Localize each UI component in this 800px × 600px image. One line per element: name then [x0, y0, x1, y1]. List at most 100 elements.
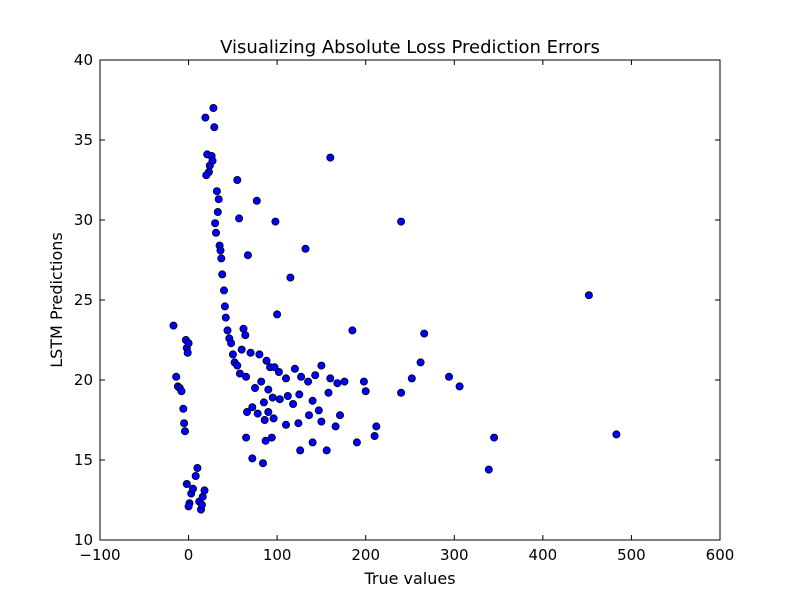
chart-title: Visualizing Absolute Loss Prediction Err… — [220, 37, 600, 58]
data-point-47 — [227, 339, 236, 348]
data-point-45 — [223, 326, 232, 335]
data-point-39 — [216, 246, 225, 255]
y-tick-label: 20 — [74, 371, 93, 389]
y-tick-label: 10 — [74, 531, 93, 549]
data-point-0 — [169, 321, 178, 330]
data-point-51 — [235, 369, 244, 378]
data-point-110 — [258, 459, 267, 468]
data-point-93 — [242, 407, 251, 416]
data-point-31 — [209, 104, 218, 113]
data-point-102 — [314, 406, 323, 415]
data-point-72 — [297, 372, 306, 381]
data-point-108 — [242, 433, 251, 442]
data-point-55 — [233, 175, 242, 184]
data-point-23 — [200, 486, 209, 495]
data-point-10 — [183, 348, 192, 357]
x-axis-ticks: −100 0 100 200 300 400 500 600 — [79, 60, 734, 564]
y-tick-label: 35 — [74, 131, 93, 149]
data-point-73 — [304, 377, 313, 386]
data-point-112 — [267, 433, 276, 442]
data-point-40 — [217, 254, 226, 263]
data-point-44 — [221, 313, 230, 322]
data-point-30 — [208, 156, 217, 165]
data-point-70 — [281, 374, 290, 383]
data-point-64 — [246, 348, 255, 357]
data-point-89 — [308, 396, 317, 405]
data-point-16 — [188, 484, 197, 493]
data-point-18 — [193, 463, 202, 472]
y-tick-label: 15 — [74, 451, 93, 469]
data-point-96 — [260, 415, 269, 424]
data-point-99 — [281, 420, 290, 429]
x-tick-label: 200 — [351, 546, 380, 564]
data-point-126 — [484, 465, 493, 474]
data-point-94 — [248, 403, 257, 412]
data-point-88 — [295, 390, 304, 399]
y-axis-ticks: 10 15 20 25 30 35 40 — [74, 51, 720, 549]
data-point-124 — [455, 382, 464, 391]
data-point-58 — [252, 196, 261, 205]
y-tick-label: 25 — [74, 291, 93, 309]
data-point-97 — [264, 407, 273, 416]
data-point-120 — [416, 358, 425, 367]
data-point-115 — [322, 446, 331, 455]
data-point-34 — [213, 207, 222, 216]
x-tick-label: 100 — [263, 546, 292, 564]
data-point-98 — [269, 414, 278, 423]
data-point-59 — [271, 217, 280, 226]
y-tick-label: 30 — [74, 211, 93, 229]
data-point-90 — [324, 388, 333, 397]
data-point-17 — [191, 471, 200, 480]
data-point-91 — [333, 379, 342, 388]
data-point-75 — [317, 361, 326, 370]
data-point-61 — [286, 273, 295, 282]
data-point-5 — [179, 404, 188, 413]
data-point-62 — [326, 153, 335, 162]
data-point-33 — [212, 187, 221, 196]
data-point-41 — [218, 270, 227, 279]
data-point-106 — [372, 422, 381, 431]
data-point-56 — [235, 214, 244, 223]
data-point-81 — [257, 377, 266, 386]
data-point-82 — [259, 398, 268, 407]
data-point-74 — [311, 371, 320, 380]
data-point-104 — [331, 422, 340, 431]
data-point-4 — [177, 387, 186, 396]
data-point-127 — [584, 291, 593, 300]
data-point-76 — [326, 374, 335, 383]
data-point-123 — [444, 372, 453, 381]
data-point-121 — [407, 374, 416, 383]
data-point-52 — [237, 345, 246, 354]
data-point-83 — [264, 385, 273, 394]
y-tick-label: 40 — [74, 51, 93, 69]
data-point-6 — [180, 419, 189, 428]
data-point-65 — [255, 350, 264, 359]
data-point-103 — [317, 417, 326, 426]
data-point-85 — [275, 395, 284, 404]
data-point-57 — [243, 251, 252, 260]
data-point-92 — [361, 387, 370, 396]
data-point-109 — [248, 454, 257, 463]
data-point-117 — [348, 326, 357, 335]
data-point-78 — [359, 377, 368, 386]
data-point-118 — [397, 217, 406, 226]
data-points — [169, 104, 621, 514]
data-point-119 — [420, 329, 429, 338]
data-point-125 — [490, 433, 499, 442]
data-point-128 — [612, 430, 621, 439]
data-point-11 — [184, 339, 193, 348]
data-point-71 — [290, 364, 299, 373]
data-point-69 — [274, 367, 283, 376]
data-point-100 — [294, 419, 303, 428]
data-point-60 — [301, 244, 310, 253]
data-point-95 — [253, 409, 262, 418]
data-point-35 — [214, 195, 223, 204]
data-point-63 — [273, 310, 282, 319]
data-point-107 — [370, 431, 379, 440]
data-point-14 — [184, 502, 193, 511]
data-point-79 — [242, 372, 251, 381]
x-axis-label: True values — [363, 569, 455, 588]
data-point-80 — [250, 383, 259, 392]
